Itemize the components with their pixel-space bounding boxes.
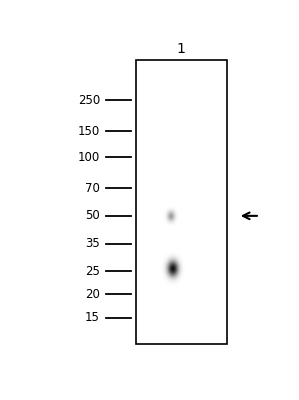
Text: 100: 100: [78, 151, 100, 164]
Text: 150: 150: [78, 125, 100, 138]
Bar: [136, 60, 227, 344]
Text: 25: 25: [85, 265, 100, 278]
Text: 35: 35: [85, 237, 100, 250]
Text: 50: 50: [85, 209, 100, 222]
Text: 1: 1: [177, 42, 185, 56]
Text: 70: 70: [85, 182, 100, 195]
Bar: [136, 60, 227, 344]
Text: 20: 20: [85, 288, 100, 301]
Text: 250: 250: [78, 94, 100, 107]
Text: 15: 15: [85, 311, 100, 324]
